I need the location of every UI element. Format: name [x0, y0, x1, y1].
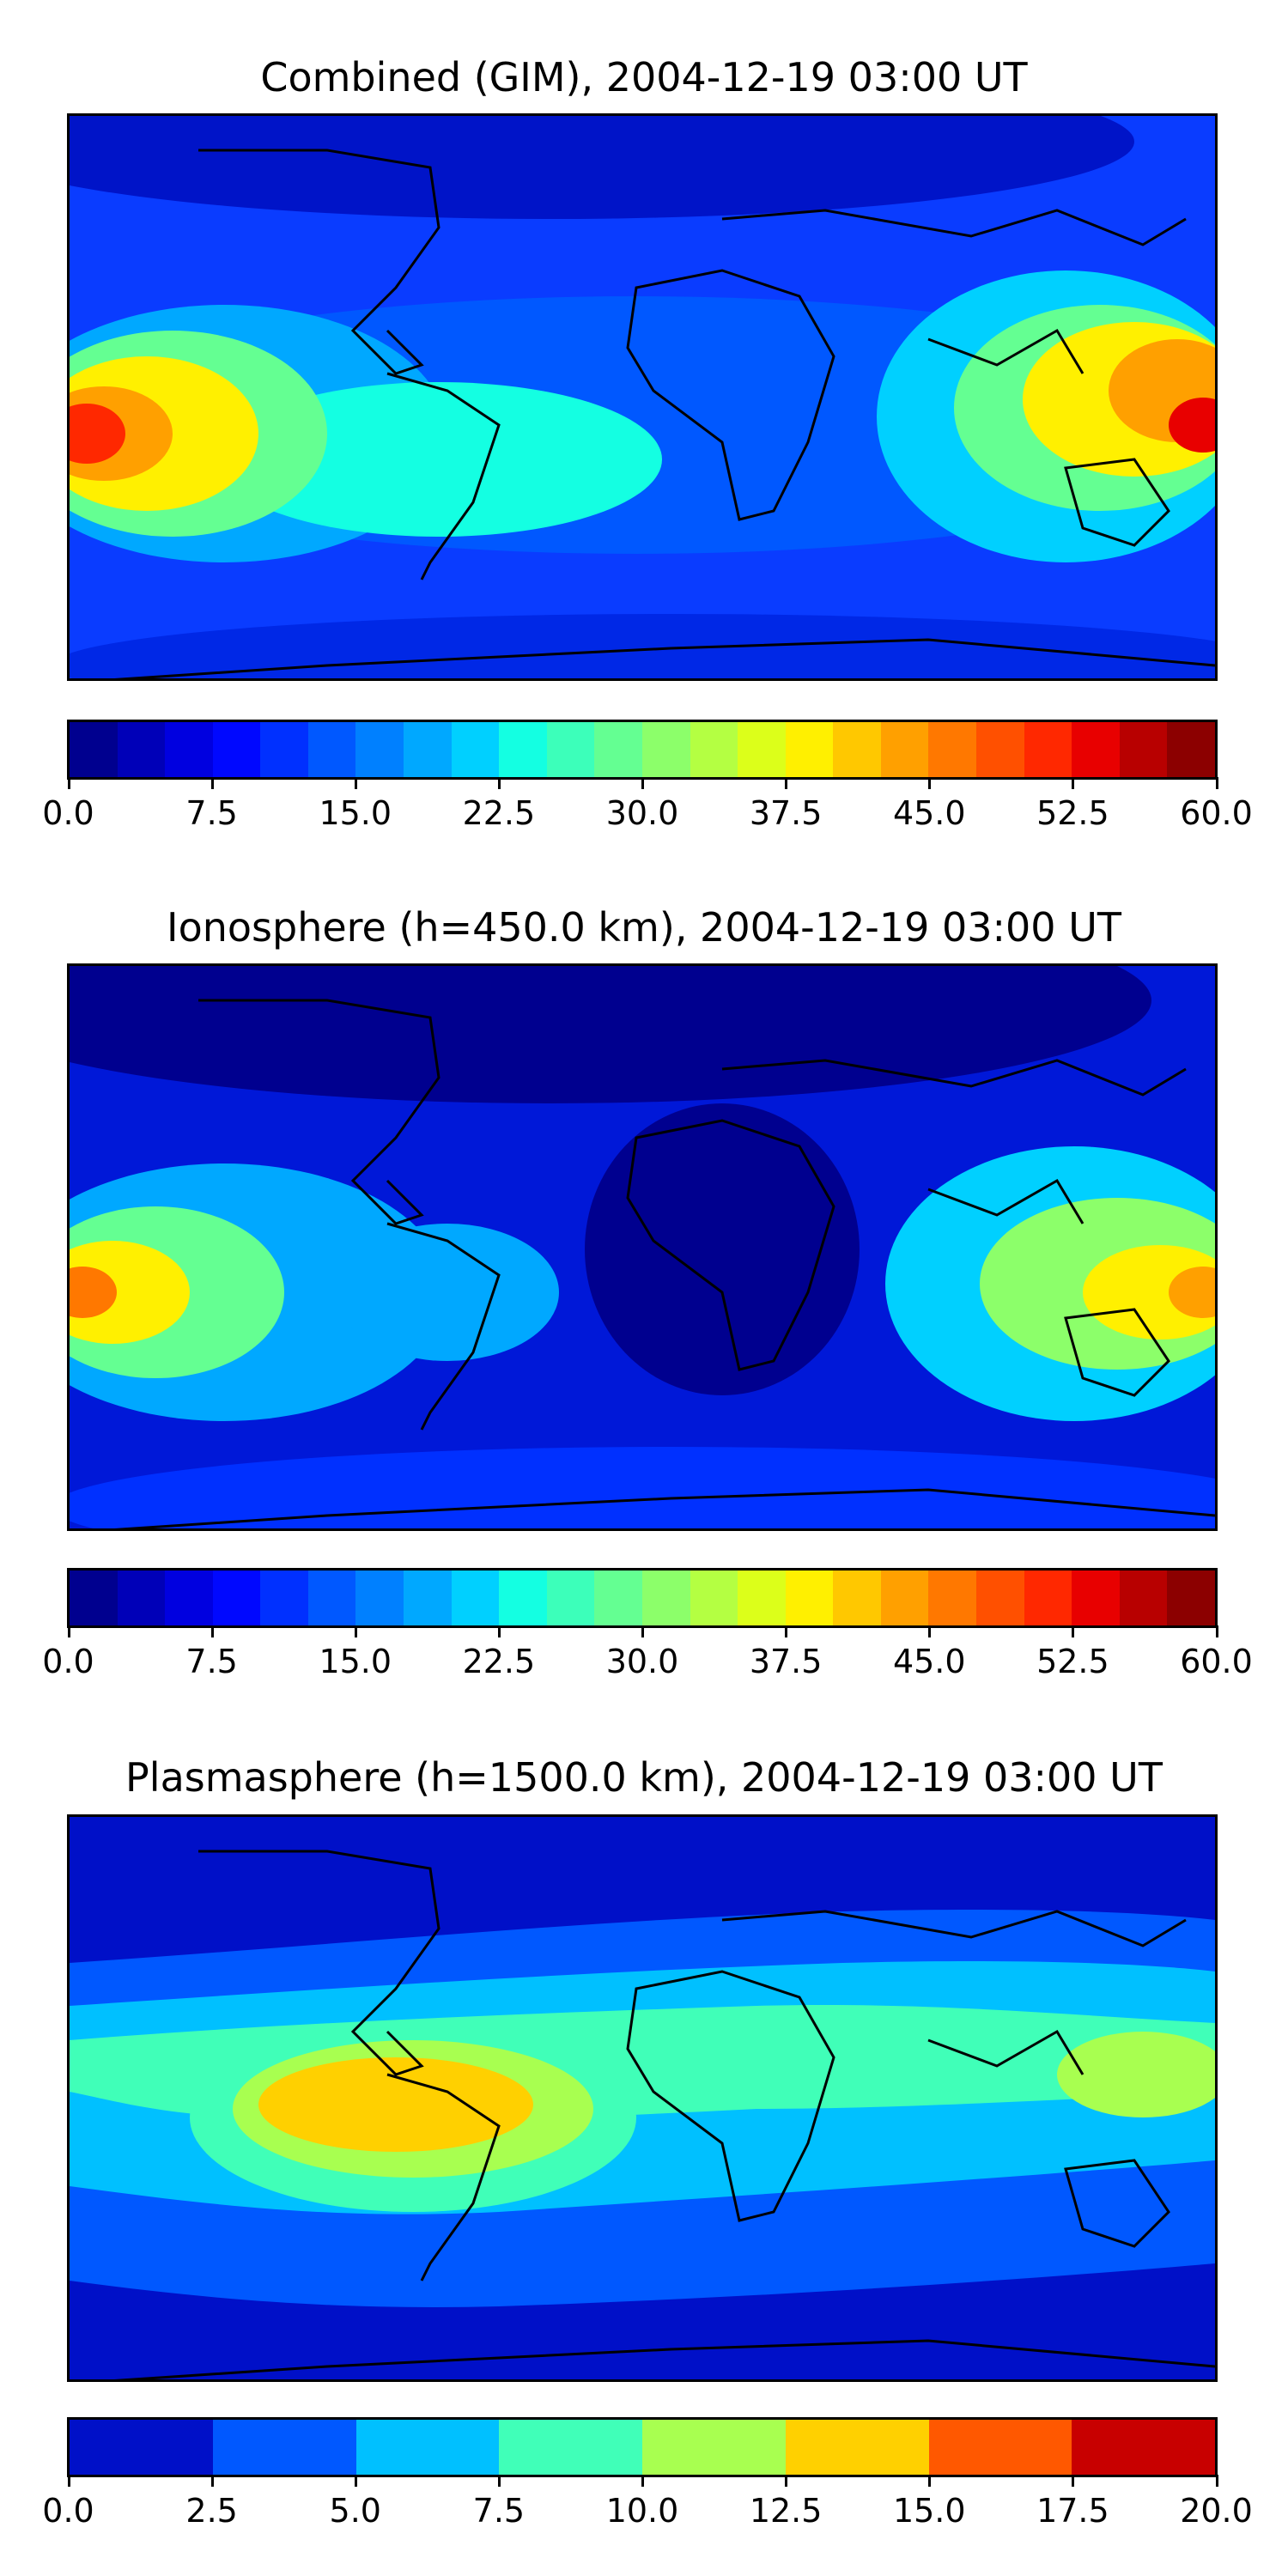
colorbar-swatch — [641, 1571, 690, 1625]
colorbar-tick-label: 0.0 — [42, 794, 94, 832]
colorbar-ticks-plasmasphere: 0.0 2.5 5.0 7.5 10.0 12.5 15.0 17.5 20.0 — [42, 2475, 1253, 2530]
colorbar-swatch — [594, 722, 642, 777]
colorbar-swatch — [928, 2420, 1072, 2475]
colorbar-swatch — [546, 722, 595, 777]
colorbar-swatch — [738, 722, 786, 777]
colorbar-tick-label: 0.0 — [42, 1643, 94, 1680]
colorbar-tick-label: 52.5 — [1036, 794, 1109, 832]
colorbar-swatch — [1072, 722, 1120, 777]
colorbar-swatch — [212, 722, 261, 777]
colorbar-tick-label: 60.0 — [1180, 1643, 1253, 1680]
colorbar-swatch — [260, 722, 308, 777]
colorbar-swatch — [880, 1571, 929, 1625]
panel-title-combined: Combined (GIM), 2004-12-19 03:00 UT — [260, 54, 1028, 100]
colorbar-swatch — [307, 722, 356, 777]
colorbar-tick-label: 7.5 — [472, 2492, 526, 2530]
colorbar-swatch — [690, 1571, 738, 1625]
colorbar-swatch — [690, 722, 738, 777]
colorbar-swatch — [880, 722, 929, 777]
colorbar-swatch — [117, 1571, 166, 1625]
map-combined — [67, 113, 1218, 681]
colorbar-swatch — [785, 2420, 929, 2475]
map-plasmasphere — [67, 1814, 1218, 2382]
colorbar-tick-label: 52.5 — [1036, 1643, 1109, 1680]
tec-map-combined — [70, 116, 1215, 678]
colorbar-tick-label: 7.5 — [185, 794, 238, 832]
colorbar-swatch — [451, 1571, 500, 1625]
colorbar-swatch — [212, 1571, 261, 1625]
colorbar-swatch — [499, 2420, 642, 2475]
colorbar-swatch — [1119, 1571, 1168, 1625]
colorbar-swatch — [1072, 1571, 1120, 1625]
colorbar-swatch — [499, 1571, 547, 1625]
colorbar-swatch — [307, 1571, 356, 1625]
colorbar-tick-label: 30.0 — [605, 794, 679, 832]
colorbar-swatch — [738, 1571, 786, 1625]
colorbar-tick-label: 45.0 — [892, 794, 966, 832]
colorbar-swatch — [355, 722, 404, 777]
colorbar-swatch — [165, 722, 213, 777]
colorbar-swatch — [212, 2420, 356, 2475]
colorbar-swatch — [928, 722, 976, 777]
colorbar-swatch — [641, 722, 690, 777]
colorbar-swatch — [594, 1571, 642, 1625]
colorbar-swatch — [70, 1571, 118, 1625]
colorbar-tick-label: 10.0 — [605, 2492, 679, 2530]
colorbar-swatch — [928, 1571, 976, 1625]
panel-title-plasmasphere: Plasmasphere (h=1500.0 km), 2004-12-19 0… — [125, 1754, 1163, 1801]
colorbar-tick-label: 20.0 — [1180, 2492, 1253, 2530]
colorbar-swatch — [642, 2420, 786, 2475]
colorbar-swatch — [1167, 722, 1215, 777]
colorbar-swatch — [546, 1571, 595, 1625]
colorbar-swatch — [785, 722, 834, 777]
colorbar-tick-label: 17.5 — [1036, 2492, 1109, 2530]
colorbar-swatch — [833, 1571, 881, 1625]
colorbar-swatch — [355, 2420, 500, 2475]
tec-map-ionosphere — [70, 966, 1215, 1528]
colorbar-tick-label: 60.0 — [1180, 794, 1253, 832]
colorbar-tick-label: 7.5 — [185, 1643, 238, 1680]
colorbar-swatch — [1024, 1571, 1072, 1625]
colorbar-swatch — [499, 722, 547, 777]
colorbar-swatch — [1024, 722, 1072, 777]
colorbar-tick-label: 37.5 — [749, 1643, 823, 1680]
colorbar-swatch — [975, 1571, 1024, 1625]
colorbar-swatch — [451, 722, 500, 777]
colorbar-tick-label: 5.0 — [329, 2492, 381, 2530]
colorbar-tick-label: 12.5 — [749, 2492, 823, 2530]
tec-map-plasmasphere — [70, 1817, 1215, 2379]
colorbar-tick-label: 2.5 — [185, 2492, 238, 2530]
colorbar-ticks-ionosphere: 0.0 7.5 15.0 22.5 30.0 37.5 45.0 52.5 60.0 — [42, 1625, 1253, 1680]
colorbar-swatch — [1167, 1571, 1215, 1625]
colorbar-swatch — [785, 1571, 834, 1625]
colorbar-swatch — [833, 722, 881, 777]
colorbar-swatch — [404, 722, 452, 777]
colorbar-swatch — [70, 722, 118, 777]
map-ionosphere — [67, 963, 1218, 1531]
colorbar-tick-label: 0.0 — [42, 2492, 94, 2530]
colorbar-tick-label: 45.0 — [892, 1643, 966, 1680]
colorbar-tick-label: 37.5 — [749, 794, 823, 832]
colorbar-swatch — [404, 1571, 452, 1625]
colorbar-swatch — [260, 1571, 308, 1625]
colorbar-plasmasphere — [67, 2417, 1218, 2477]
panel-title-ionosphere: Ionosphere (h=450.0 km), 2004-12-19 03:0… — [167, 904, 1121, 951]
colorbar-swatch — [1119, 722, 1168, 777]
colorbar-tick-label: 30.0 — [605, 1643, 679, 1680]
colorbar-tick-label: 15.0 — [892, 2492, 966, 2530]
colorbar-swatch — [1072, 2420, 1215, 2475]
colorbar-tick-label: 22.5 — [462, 1643, 536, 1680]
colorbar-combined — [67, 720, 1218, 780]
colorbar-swatch — [975, 722, 1024, 777]
colorbar-ionosphere — [67, 1568, 1218, 1628]
colorbar-swatch — [165, 1571, 213, 1625]
colorbar-tick-label: 15.0 — [319, 794, 392, 832]
colorbar-tick-label: 15.0 — [319, 1643, 392, 1680]
colorbar-tick-label: 22.5 — [462, 794, 536, 832]
colorbar-swatch — [117, 722, 166, 777]
colorbar-ticks-combined: 0.0 7.5 15.0 22.5 30.0 37.5 45.0 52.5 60.0 — [42, 777, 1253, 832]
colorbar-swatch — [70, 2420, 213, 2475]
colorbar-swatch — [355, 1571, 404, 1625]
